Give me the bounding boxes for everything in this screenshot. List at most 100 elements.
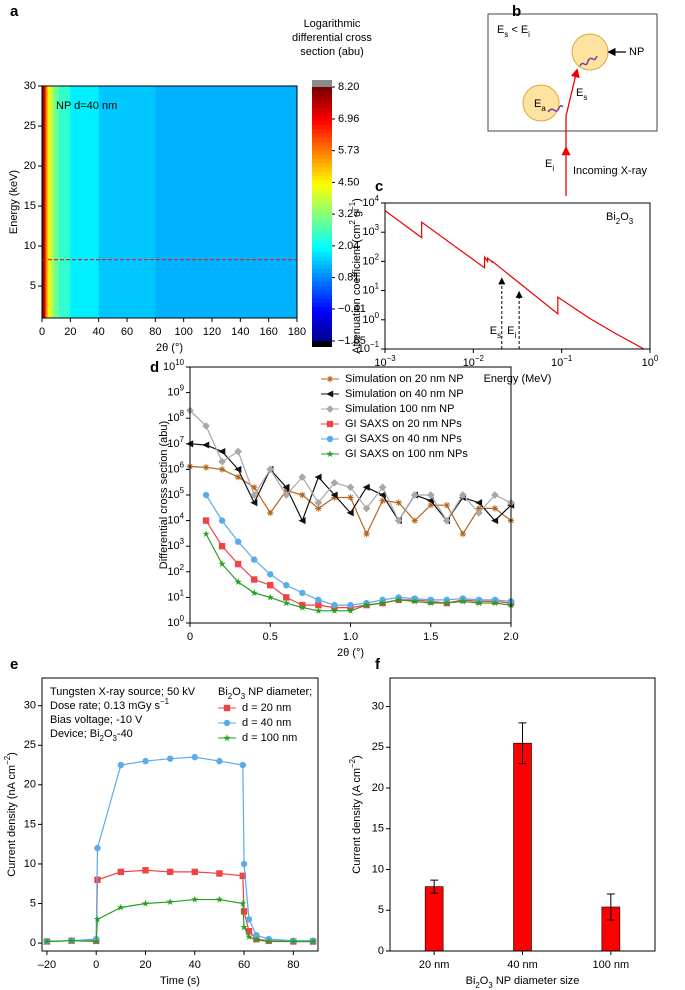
- text-span: E: [534, 98, 541, 110]
- condition-label: Es < Ei: [497, 24, 530, 39]
- text-span: 10: [167, 591, 179, 603]
- y-tick-label: 15: [24, 200, 36, 212]
- y-tick-label: 104: [167, 511, 184, 526]
- marker: [234, 578, 242, 586]
- marker: [43, 937, 51, 945]
- text-span: Bi: [466, 975, 476, 987]
- colorbar-tick-label: −1.65: [338, 335, 366, 347]
- colorbar-cap: [312, 80, 332, 87]
- y-axis-label: Energy (keV): [8, 170, 20, 234]
- colorbar-step: [312, 252, 332, 257]
- marker: [315, 505, 322, 512]
- x-axis-label: Bi2O3 NP diameter size: [466, 975, 580, 990]
- text-span: Bi: [606, 211, 616, 223]
- legend-title: Bi2O3 NP diameter;: [218, 686, 312, 701]
- y-tick-label: 101: [362, 281, 379, 296]
- nanoparticle: [522, 84, 560, 122]
- marker: [363, 530, 370, 538]
- marker: [346, 509, 354, 517]
- text-span: 5: [180, 486, 185, 495]
- marker: [251, 484, 258, 491]
- x-tick-label: 60: [238, 959, 250, 971]
- marker: [283, 487, 290, 494]
- marker: [245, 928, 253, 935]
- annotation: Bi2O3: [606, 211, 634, 226]
- y-tick-label: 102: [362, 252, 379, 267]
- marker: [267, 509, 274, 517]
- energy-label: Ea: [534, 98, 546, 113]
- colorbar-step: [312, 328, 332, 334]
- note: Dose rate; 0.13 mGy s−1: [50, 697, 170, 712]
- y-axis-label: Differential cross section (abu): [158, 421, 170, 569]
- y-tick-label: 1010: [163, 358, 185, 373]
- text-span: 3: [180, 537, 185, 546]
- y-tick-label: 25: [372, 741, 384, 753]
- text-span: 6: [180, 460, 185, 469]
- text-span: E: [576, 87, 583, 99]
- plot-frame: [41, 677, 319, 952]
- text-span: 0: [654, 354, 659, 363]
- y-tick-label: 106: [167, 460, 184, 475]
- text-span: −1: [370, 340, 380, 349]
- marker: [67, 936, 76, 944]
- colorbar-step: [312, 180, 332, 185]
- heatmap-cell: [50, 86, 54, 318]
- marker: [411, 517, 418, 524]
- marker: [267, 571, 274, 578]
- text-span: 2: [228, 692, 232, 701]
- marker: [427, 599, 435, 607]
- marker: [191, 753, 198, 761]
- legend-label: GI SAXS on 40 nm NPs: [345, 433, 462, 445]
- legend-marker: [326, 435, 334, 443]
- colorbar-step: [312, 336, 332, 342]
- marker: [362, 601, 371, 609]
- marker: [216, 870, 223, 877]
- y-tick-label: 10: [372, 863, 384, 875]
- marker: [459, 530, 467, 538]
- marker: [427, 501, 434, 509]
- colorbar-step: [312, 290, 332, 295]
- x-tick-label: 10−3: [374, 354, 396, 369]
- marker: [265, 937, 273, 945]
- marker: [491, 599, 499, 607]
- colorbar-step: [312, 222, 332, 228]
- text-span: 2: [375, 252, 379, 261]
- text-span: 10: [362, 226, 374, 238]
- marker: [426, 491, 435, 499]
- marker: [299, 589, 306, 597]
- y-tick-label: 20: [24, 160, 36, 172]
- x-tick-label: 100: [642, 354, 659, 369]
- marker: [379, 497, 386, 504]
- panel-label: f: [375, 656, 381, 673]
- y-tick-label: 25: [24, 739, 36, 751]
- y-tick-label: 10−1: [358, 340, 380, 355]
- text-span: 2: [616, 217, 620, 226]
- text-span: 2: [348, 220, 357, 224]
- legend-label: GI SAXS on 100 nm NPs: [345, 448, 468, 460]
- colorbar-step: [312, 171, 332, 177]
- text-span: s: [504, 30, 508, 39]
- marker: [202, 441, 210, 449]
- marker: [395, 499, 402, 506]
- y-axis-label: Current density (nA cm−2): [3, 752, 18, 877]
- legend-label: GI SAXS on 20 nm NPs: [345, 418, 462, 430]
- legend-label: d = 100 nm: [242, 732, 297, 744]
- annotation-label: Ei: [507, 325, 516, 340]
- marker: [142, 867, 149, 874]
- text-span: 3: [113, 734, 118, 743]
- text-span: NP diameter;: [245, 686, 312, 698]
- colorbar-step: [312, 184, 332, 190]
- marker: [141, 899, 150, 907]
- text-span: s: [583, 93, 587, 102]
- y-tick-label: 105: [167, 486, 184, 501]
- text-span: 3: [375, 223, 380, 232]
- marker: [239, 872, 247, 880]
- colorbar-step: [312, 269, 332, 274]
- marker: [491, 505, 499, 512]
- x-tick-label: 80: [287, 959, 299, 971]
- y-tick-label: 25: [24, 120, 36, 132]
- marker: [218, 466, 226, 473]
- text-span: 0: [180, 614, 185, 623]
- panel-label: b: [512, 3, 521, 20]
- marker: [191, 895, 199, 903]
